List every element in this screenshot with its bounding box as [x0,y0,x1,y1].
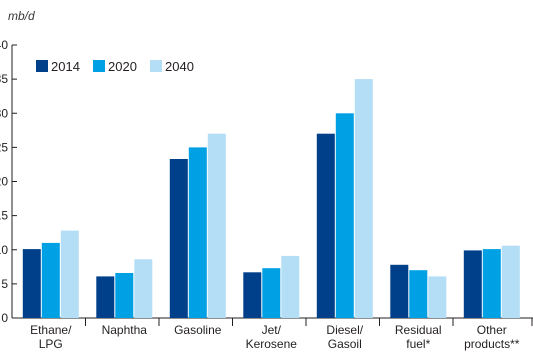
y-tick-label: 25 [0,140,8,154]
y-axis: 0 5 10 15 20 25 30 35 40 [0,38,17,325]
legend-swatch [93,60,105,72]
bar-2014 [169,159,188,318]
y-tick-label: 0 [1,311,8,325]
y-tick-label: 30 [0,106,8,120]
bar-2014 [96,276,115,318]
unit-label: mb/d [8,9,35,23]
bar-2020 [188,147,207,318]
bar-2020 [335,113,354,319]
legend-swatch [36,60,48,72]
legend: 2014 2020 2040 [36,59,194,74]
bar-2020 [482,249,501,318]
y-tick-label: 35 [0,72,8,86]
bar-2014 [390,264,409,318]
bar-2014 [22,249,41,318]
bar-2040 [428,276,447,318]
bar-2040 [207,133,226,318]
bar-2040 [134,259,153,318]
x-axis: Ethane/LPG Naphtha Gasoline Jet/Kerosene Die… [12,317,533,351]
bar-2040 [281,255,300,318]
legend-label: 2014 [51,59,80,74]
x-tick-label: Jet/Kerosene [246,323,298,351]
legend-label: 2020 [108,59,137,74]
bar-2040 [60,230,79,318]
bar-2020 [409,270,428,318]
bars [22,79,520,319]
y-tick-label: 15 [0,209,8,223]
y-tick-label: 10 [0,243,8,257]
x-tick-label: Ethane/LPG [30,323,72,351]
x-tick-label: Gasoline [174,323,222,337]
bar-2014 [316,133,335,318]
bar-2014 [463,250,482,318]
y-tick-label: 20 [0,175,8,189]
x-tick-label: Residual fuel* [395,323,442,351]
x-tick-label: Other products** [464,323,520,351]
y-tick-label: 5 [1,277,8,291]
bar-2020 [41,242,60,318]
y-tick-label: 40 [0,38,8,52]
x-tick-label: Naphtha [102,323,148,337]
legend-swatch [150,60,162,72]
bar-2040 [501,245,520,318]
bar-2040 [354,79,373,318]
bar-2020 [115,273,134,318]
bar-2020 [262,268,281,318]
x-tick-label: Diesel/Gasoil [326,323,363,351]
legend-label: 2040 [165,59,194,74]
bar-2014 [243,272,262,318]
